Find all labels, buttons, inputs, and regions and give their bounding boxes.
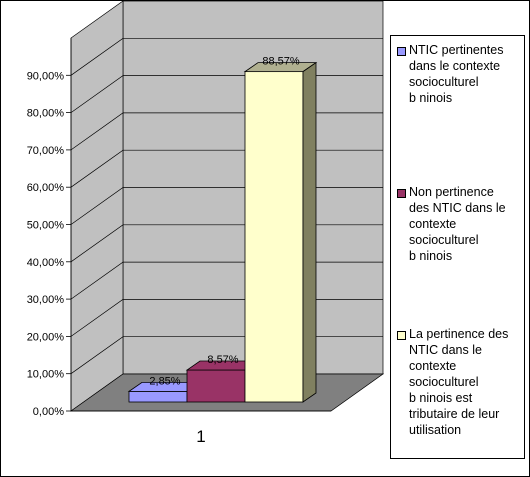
- bar-front: [244, 71, 304, 403]
- bar-front: [128, 390, 188, 403]
- bar-side: [302, 61, 317, 403]
- legend-item-1: NTIC pertinentes dans le contexte socioc…: [397, 42, 521, 106]
- y-tick-label: 60,00%: [27, 182, 65, 194]
- y-tick-label: 30,00%: [27, 294, 65, 306]
- y-tick-label: 40,00%: [27, 257, 65, 269]
- y-tick-label: 0,00%: [33, 406, 64, 418]
- data-label-1: 2,85%: [149, 375, 180, 387]
- gridline: [70, 37, 383, 76]
- legend-label-1: NTIC pertinentes dans le contexte socioc…: [409, 43, 504, 105]
- legend-item-3: La pertinence des NTIC dans le contexte …: [397, 326, 521, 438]
- data-labels: 2,85% 8,57% 88,57%: [149, 56, 299, 388]
- y-tick-label: 10,00%: [27, 369, 65, 381]
- legend-label-3: La pertinence des NTIC dans le contexte …: [409, 327, 509, 437]
- legend-item-2: Non pertinence des NTIC dans le contexte…: [397, 184, 521, 264]
- y-tick-label: 70,00%: [27, 145, 65, 157]
- y-axis: 0,00% 10,00% 20,00% 30,00% 40,00% 50,00% 60,00…: [27, 38, 72, 418]
- data-label-3: 88,57%: [262, 56, 300, 68]
- bar-3: [243, 61, 318, 403]
- legend-label-2: Non pertinence des NTIC dans le contexte…: [409, 185, 506, 263]
- legend-swatch-2: [397, 189, 406, 198]
- data-label-2: 8,57%: [207, 354, 238, 366]
- x-tick-label: 1: [196, 427, 205, 446]
- chart-walls: [69, 1, 385, 412]
- legend: NTIC pertinentes dans le contexte socioc…: [390, 35, 525, 459]
- legend-swatch-3: [397, 331, 406, 340]
- bar-front: [186, 369, 246, 403]
- y-tick-label: 90,00%: [27, 70, 65, 82]
- y-tick-label: 50,00%: [27, 220, 65, 232]
- y-tick-label: 20,00%: [27, 331, 65, 343]
- y-tick-label: 80,00%: [27, 108, 65, 120]
- legend-swatch-1: [397, 47, 406, 56]
- bars: [127, 61, 318, 403]
- x-axis: 1: [71, 410, 331, 446]
